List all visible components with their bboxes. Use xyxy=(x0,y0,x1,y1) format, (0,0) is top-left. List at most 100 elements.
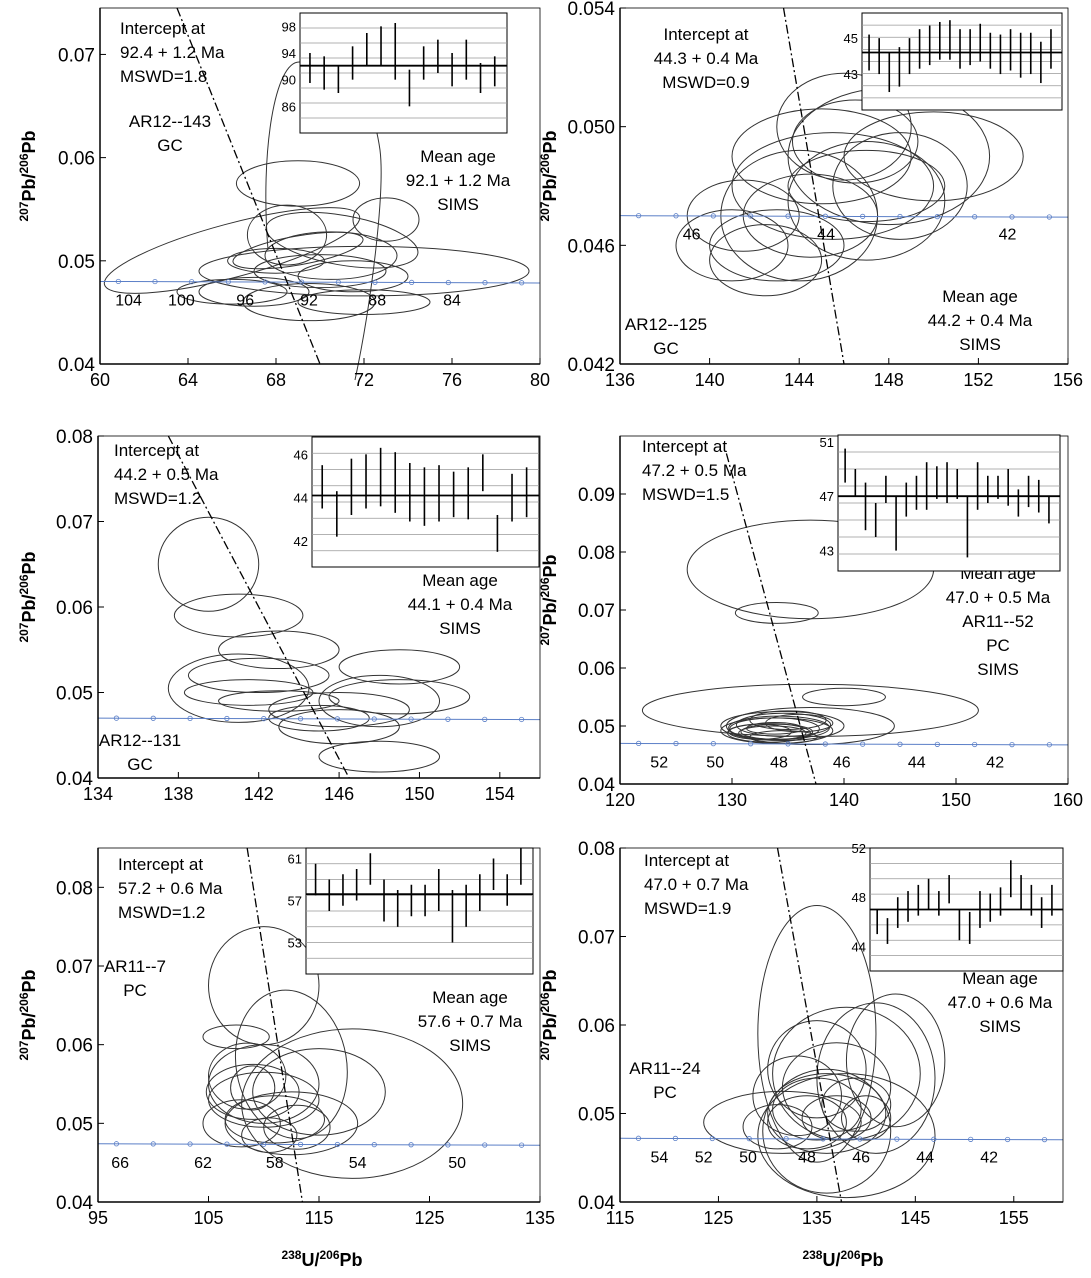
sample-label-line-1: GC xyxy=(653,339,679,358)
y-tick-label-0: 0.04 xyxy=(578,775,615,796)
sample-label-line-1: PC xyxy=(653,1083,677,1102)
error-ellipse-6 xyxy=(762,1068,892,1194)
intercept-annotation: Intercept at 92.4 + 1.2 Ma MSWD=1.8 xyxy=(120,19,225,86)
error-ellipse-13 xyxy=(227,247,325,274)
concordia-marker-5 xyxy=(822,741,828,747)
intercept-annotation: Intercept at 44.2 + 0.5 Ma MSWD=1.2 xyxy=(114,441,219,508)
error-ellipse-12 xyxy=(241,1117,298,1153)
error-ellipse-6 xyxy=(246,204,328,266)
intercept-annotation-line-1: 44.3 + 0.4 Ma xyxy=(654,49,759,68)
concordia-marker-1 xyxy=(673,213,679,219)
concordia-marker-4 xyxy=(262,279,268,285)
concordia-curve: 66 62 58 54 50 xyxy=(97,1141,541,1172)
concordia-marker-2 xyxy=(710,741,716,747)
discordia-line xyxy=(776,847,843,1203)
mean-age-annotation-line-3: PC xyxy=(986,636,1010,655)
x-tick-label-76: 76 xyxy=(442,370,462,390)
y-tick-label-4: 0.08 xyxy=(578,543,615,564)
error-ellipse-4 xyxy=(703,1090,862,1154)
inset-tick-label-51: 51 xyxy=(820,435,834,450)
x-axis-label-right: 238U/206Pb xyxy=(802,1248,883,1270)
panel-AR11--52: 52 50 48 46 44 42 120 130 140 150 160 0.04 0.05 0.06 0… xyxy=(538,434,1083,810)
concordia-marker-5 xyxy=(297,716,304,722)
x-tick-label-148: 148 xyxy=(874,370,904,390)
intercept-annotation-line-2: MSWD=1.2 xyxy=(118,903,205,922)
error-ellipses xyxy=(202,926,464,1179)
x-tick-label-144: 144 xyxy=(784,370,814,390)
concordia-age-label-54: 54 xyxy=(650,1149,668,1166)
concordia-marker-9 xyxy=(968,1136,974,1142)
intercept-annotation-line-0: Intercept at xyxy=(120,19,205,38)
error-ellipse-12 xyxy=(352,197,420,242)
concordia-marker-6 xyxy=(334,1141,341,1148)
error-ellipse-4 xyxy=(187,657,330,694)
y-tick-label-3: 0.054 xyxy=(567,0,615,20)
inset-tick-label-44: 44 xyxy=(852,939,866,954)
inset-tick-label-48: 48 xyxy=(852,890,866,905)
concordia-marker-3 xyxy=(225,279,231,285)
panel-AR11--7: 66 62 58 54 50 95 105 115 125 135 0.04 0.05 0.06 0.07… xyxy=(17,847,555,1228)
x-tick-label-150: 150 xyxy=(941,790,971,810)
concordia-marker-1 xyxy=(150,715,156,721)
error-ellipse-8 xyxy=(264,231,398,280)
concordia-marker-3 xyxy=(748,213,754,219)
panels: 104 100 96 92 88 84 60 64 68 72 76 80 0.04 0.05 0.06 0.… xyxy=(17,0,1083,1228)
concordia-marker-2 xyxy=(187,1141,193,1147)
concordia-marker-5 xyxy=(822,213,828,219)
concordia-marker-10 xyxy=(1009,741,1015,748)
mean-age-annotation-line-0: Mean age xyxy=(942,287,1018,306)
y-tick-label-2: 0.06 xyxy=(56,598,93,619)
mean-age-annotation-line-1: 92.1 + 1.2 Ma xyxy=(406,171,511,190)
concordia-age-label-44: 44 xyxy=(817,227,835,244)
axis-ticks: 120 130 140 150 160 0.04 0.05 0.06 0.07 0.08 0.09 xyxy=(578,485,1083,810)
intercept-annotation-line-0: Intercept at xyxy=(644,851,729,870)
error-ellipse-11 xyxy=(328,679,471,715)
x-tick-label-152: 152 xyxy=(963,370,993,390)
y-axis-label: 207Pb/206Pb xyxy=(538,969,560,1060)
sample-label: AR12--143 GC xyxy=(129,112,211,155)
concordia-marker-0 xyxy=(636,740,642,747)
intercept-annotation-line-0: Intercept at xyxy=(114,441,199,460)
inset-tick-label-43: 43 xyxy=(844,67,858,82)
x-tick-label-60: 60 xyxy=(90,370,110,390)
concordia-age-label-44: 44 xyxy=(908,754,926,771)
concordia-curve: 104 100 96 92 88 84 xyxy=(99,278,541,309)
concordia-age-label-100: 100 xyxy=(168,292,195,309)
concordia-line xyxy=(99,280,541,284)
x-tick-label-155: 155 xyxy=(999,1208,1029,1228)
y-axis-label: 207Pb/206Pb xyxy=(538,130,560,221)
error-ellipse-15 xyxy=(801,1095,872,1141)
error-ellipse-1 xyxy=(791,99,919,184)
intercept-annotation-line-2: MSWD=1.2 xyxy=(114,489,201,508)
error-ellipse-8 xyxy=(205,1063,300,1120)
intercept-annotation-line-1: 47.2 + 0.5 Ma xyxy=(642,461,747,480)
concordia-age-label-84: 84 xyxy=(443,292,461,309)
error-ellipse-1 xyxy=(173,593,304,638)
concordia-marker-9 xyxy=(972,214,978,220)
concordia-age-label-46: 46 xyxy=(683,227,701,244)
concordia-marker-6 xyxy=(860,741,866,747)
inset-plot: 43 45 xyxy=(844,12,1063,111)
sample-label-line-0: AR11--7 xyxy=(104,957,166,976)
x-tick-label-140: 140 xyxy=(695,370,725,390)
concordia-marker-7 xyxy=(894,1136,900,1142)
mean-age-annotation-line-0: Mean age xyxy=(422,571,498,590)
error-ellipse-8 xyxy=(767,1020,867,1119)
sample-label-line-0: AR12--131 xyxy=(99,731,181,750)
x-tick-label-136: 136 xyxy=(605,370,635,390)
concordia-marker-8 xyxy=(931,1136,937,1142)
inset-tick-label-47: 47 xyxy=(820,489,834,504)
intercept-annotation: Intercept at 57.2 + 0.6 Ma MSWD=1.2 xyxy=(118,855,223,922)
y-tick-label-2: 0.06 xyxy=(578,1016,615,1037)
y-tick-label-1: 0.05 xyxy=(578,717,615,738)
error-ellipse-12 xyxy=(767,1095,847,1150)
concordia-marker-7 xyxy=(897,213,903,220)
concordia-line xyxy=(97,717,541,721)
y-axis-label: 207Pb/206Pb xyxy=(17,969,39,1060)
concordia-marker-2 xyxy=(710,213,716,219)
y-tick-label-3: 0.07 xyxy=(56,513,93,534)
sample-label: AR11--24 PC xyxy=(629,1059,701,1102)
mean-age-annotation: Mean age 92.1 + 1.2 Ma SIMS xyxy=(406,147,511,214)
x-tick-label-134: 134 xyxy=(83,784,113,804)
inset-tick-label-43: 43 xyxy=(820,544,834,559)
